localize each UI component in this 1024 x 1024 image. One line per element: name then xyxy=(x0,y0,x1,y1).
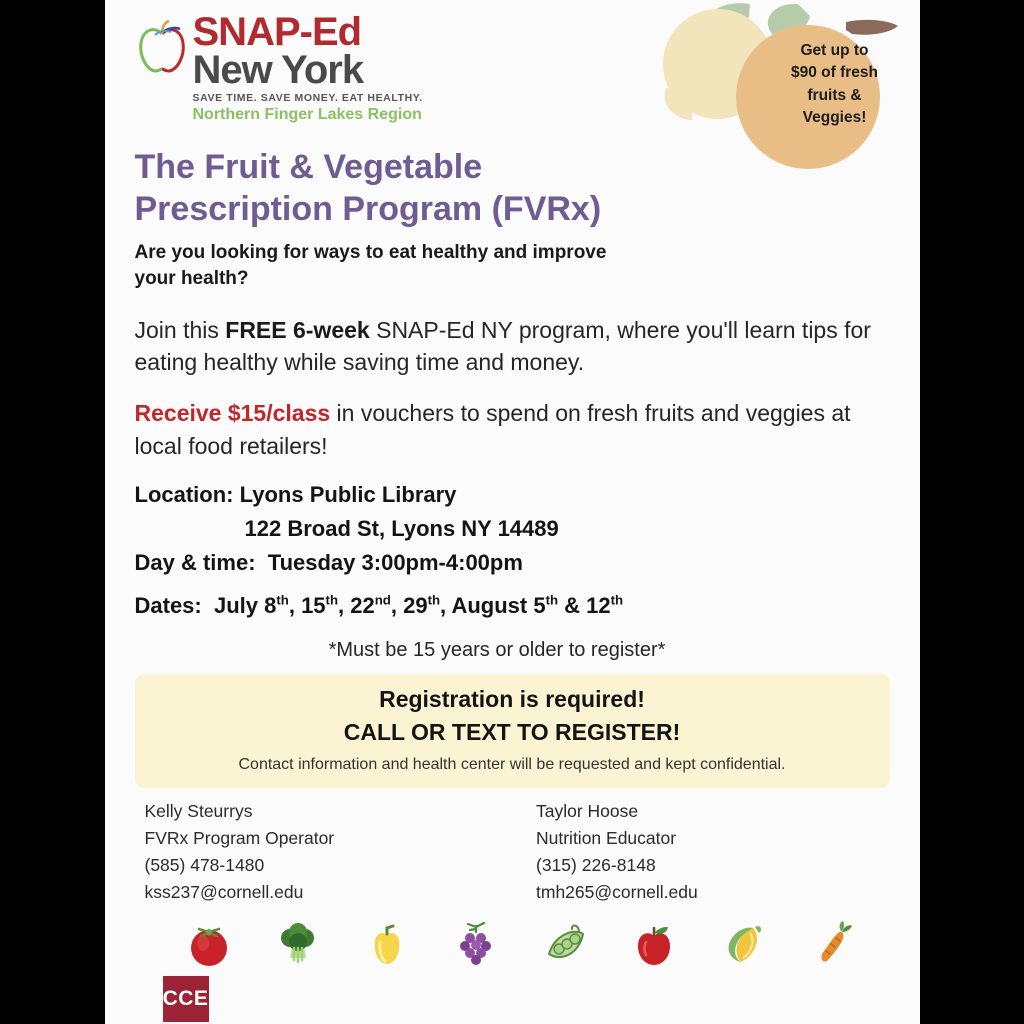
promo-badge: Get up to $90 of fresh fruits & Veggies! xyxy=(630,0,920,192)
grapes-icon xyxy=(459,922,491,966)
apple-icon xyxy=(138,19,185,73)
contact-name: Taylor Hoose xyxy=(536,800,639,821)
carrot-icon xyxy=(820,921,852,963)
flyer-header: SNAP-Ed New York SAVE TIME. SAVE MONEY. … xyxy=(105,0,920,169)
cce-logo-label: CCE xyxy=(162,987,209,1011)
registration-box: Registration is required! CALL OR TEXT T… xyxy=(134,673,890,788)
dates-line: Dates: July 8th, 15th, 22nd, 29th, Augus… xyxy=(135,591,890,621)
intro-paragraph: Join this FREE 6-week SNAP-Ed NY program… xyxy=(135,314,875,379)
voucher-text-b: in vouchers to spend on fresh fruits and… xyxy=(134,399,851,459)
registration-headline: Registration is required! xyxy=(379,685,645,712)
cce-logo: CCE xyxy=(162,976,209,1023)
badge-line-2: $90 of fresh xyxy=(790,64,878,82)
contact-card-1: Kelly Steurrys FVRx Program Operator (58… xyxy=(145,798,499,907)
contact-email[interactable]: kss237@cornell.edu xyxy=(144,882,304,903)
contact-card-2: Taylor Hoose Nutrition Educator (315) 22… xyxy=(498,798,890,907)
date-separator: & xyxy=(558,593,587,619)
daytime-line: Day & time: Tuesday 3:00pm-4:00pm xyxy=(135,548,890,578)
contact-phone[interactable]: (585) 478-1480 xyxy=(144,855,265,876)
page-title-line-1: The Fruit & Vegetable xyxy=(134,148,483,186)
badge-text-block: Get up to $90 of fresh fruits & Veggies! xyxy=(760,40,910,130)
produce-icon-strip xyxy=(135,918,890,970)
contact-name: Kelly Steurrys xyxy=(144,800,253,821)
intro-text-c: SNAP-Ed NY program, where you'll learn t… xyxy=(134,316,871,376)
peas-icon xyxy=(547,925,584,959)
location-line: Location: Lyons Public Library xyxy=(135,480,890,510)
location-label: Location: xyxy=(134,482,234,508)
date-day: 12 xyxy=(586,593,611,619)
wordmark: SNAP-Ed New York SAVE TIME. SAVE MONEY. … xyxy=(193,12,423,123)
brand-line-2: New York xyxy=(192,48,365,92)
date-day: 5 xyxy=(533,593,546,619)
age-requirement-note: *Must be 15 years or older to register* xyxy=(328,638,666,661)
contact-role: Nutrition Educator xyxy=(536,828,677,849)
brand-line-1: SNAP-Ed xyxy=(192,10,363,54)
brand-region: Northern Finger Lakes Region xyxy=(192,105,422,123)
stem-icon xyxy=(845,19,898,35)
date-month: July xyxy=(213,593,265,619)
date-ordinal-suffix: th xyxy=(545,592,559,608)
date-ordinal-suffix: th xyxy=(427,592,441,608)
date-ordinal-suffix: nd xyxy=(374,592,391,608)
badge-line-4: Veggies! xyxy=(802,109,867,127)
date-ordinal-suffix: th xyxy=(610,592,624,608)
brand-tagline: SAVE TIME. SAVE MONEY. EAT HEALTHY. xyxy=(192,92,423,104)
badge-line-3: fruits & xyxy=(807,86,862,104)
subheading-line-2: your health? xyxy=(134,267,249,289)
registration-privacy-note: Contact information and health center wi… xyxy=(238,755,786,773)
date-day: 22 xyxy=(350,593,375,619)
intro-text-emphasis: FREE 6-week xyxy=(225,316,370,343)
apple-icon xyxy=(637,927,670,966)
dates-values: July 8th, 15th, 22nd, 29th, August 5th &… xyxy=(214,593,623,618)
date-ordinal-suffix: th xyxy=(325,592,338,608)
flyer-page: SNAP-Ed New York SAVE TIME. SAVE MONEY. … xyxy=(104,0,920,1024)
flyer-body: The Fruit & Vegetable Prescription Progr… xyxy=(105,146,920,1023)
daytime-value: Tuesday 3:00pm-4:00pm xyxy=(267,549,523,575)
corn-icon xyxy=(728,926,761,963)
page-title-line-2: Prescription Program (FVRx) xyxy=(134,190,602,229)
contact-role: FVRx Program Operator xyxy=(144,828,335,849)
peach-icon xyxy=(735,25,880,169)
subheading-line-1: Are you looking for ways to eat healthy … xyxy=(134,242,607,264)
badge-line-1: Get up to xyxy=(800,42,869,59)
location-name: Lyons Public Library xyxy=(239,482,457,508)
date-separator: , xyxy=(288,593,302,619)
date-day: 29 xyxy=(403,593,428,619)
registration-cta: CALL OR TEXT TO REGISTER! xyxy=(343,718,681,745)
date-month: August xyxy=(451,593,534,619)
date-separator: , xyxy=(390,593,404,619)
page-title: The Fruit & Vegetable Prescription Progr… xyxy=(135,146,755,230)
date-separator: , xyxy=(338,593,351,619)
location-address-line: 122 Broad St, Lyons NY 14489 xyxy=(244,515,559,541)
contacts-section: Kelly Steurrys FVRx Program Operator (58… xyxy=(135,798,890,907)
snap-ed-logo: SNAP-Ed New York SAVE TIME. SAVE MONEY. … xyxy=(135,12,423,123)
date-day: 15 xyxy=(301,593,326,619)
yellow-pepper-icon xyxy=(374,924,399,965)
tomato-icon xyxy=(190,928,227,967)
fruit-badge-graphic xyxy=(662,3,898,169)
broccoli-icon xyxy=(280,923,314,964)
contact-phone[interactable]: (315) 226-8148 xyxy=(536,855,656,876)
daytime-label: Day & time: xyxy=(134,549,256,575)
voucher-paragraph: Receive $15/class in vouchers to spend o… xyxy=(135,397,875,462)
date-ordinal-suffix: th xyxy=(276,592,289,608)
contact-email[interactable]: tmh265@cornell.edu xyxy=(536,882,698,903)
dates-label: Dates: xyxy=(134,593,202,619)
subheading: Are you looking for ways to eat healthy … xyxy=(135,240,735,291)
voucher-amount-emphasis: Receive $15/class xyxy=(134,399,331,426)
date-day: 8 xyxy=(264,593,277,619)
date-separator: , xyxy=(440,593,452,619)
intro-text-a: Join this xyxy=(134,316,226,343)
